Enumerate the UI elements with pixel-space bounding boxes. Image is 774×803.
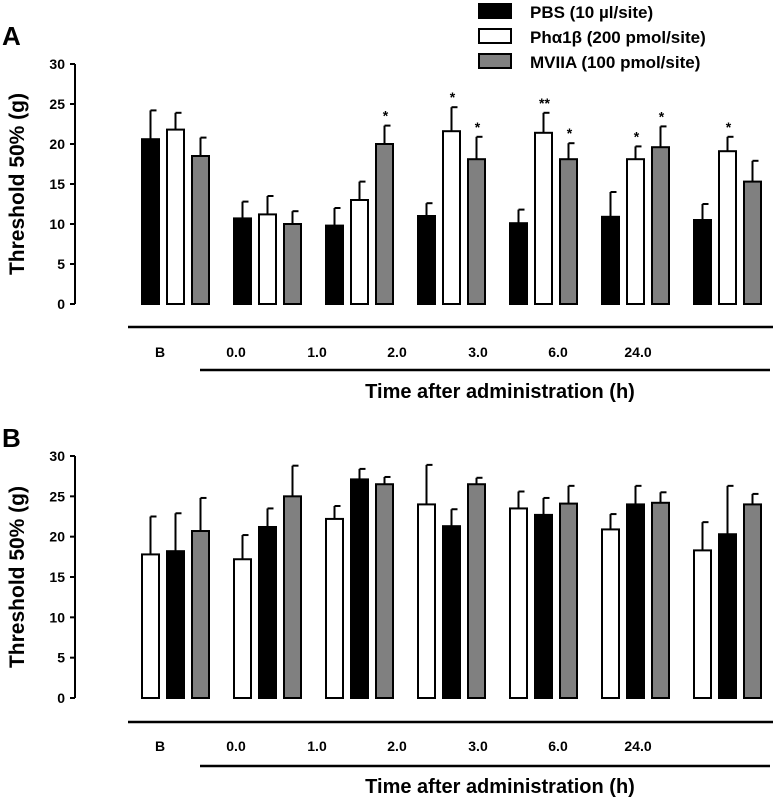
- y-tick-label: 30: [49, 56, 65, 72]
- x-axis-label: Time after administration (h): [365, 381, 635, 403]
- bar: [534, 513, 553, 699]
- legend-swatch: [478, 28, 512, 44]
- x-tick-label: 1.0: [307, 344, 327, 360]
- bar: [601, 528, 620, 700]
- x-tick-label: 24.0: [624, 344, 651, 360]
- y-tick-label: 20: [49, 529, 65, 545]
- panel-label: A: [2, 21, 21, 51]
- x-tick-label: 2.0: [387, 344, 407, 360]
- bar: [233, 558, 252, 700]
- legend-label: Phα1β (200 pmol/site): [530, 28, 706, 47]
- bar: [375, 143, 394, 305]
- panel-label: B: [2, 423, 21, 453]
- bar: [191, 530, 210, 700]
- bar: [417, 503, 436, 699]
- x-tick-label: 0.0: [226, 738, 246, 754]
- significance-mark: *: [659, 108, 665, 124]
- x-tick-label: 6.0: [548, 738, 568, 754]
- significance-mark: *: [567, 125, 573, 141]
- legend: PBS (10 µl/site) Phα1β (200 pmol/site) MVI…: [478, 3, 706, 72]
- bar: [651, 501, 670, 699]
- bar: [718, 150, 737, 305]
- bar: [442, 525, 461, 699]
- y-tick-label: 15: [49, 569, 65, 585]
- bar: [350, 199, 369, 305]
- x-axis-label: Time after administration (h): [365, 776, 635, 798]
- y-tick-label: 0: [57, 296, 65, 312]
- bar: [258, 525, 277, 700]
- significance-mark: **: [539, 95, 550, 111]
- bar: [718, 533, 737, 699]
- bar: [325, 224, 344, 306]
- y-tick-label: 10: [49, 609, 65, 625]
- bar: [467, 483, 486, 699]
- y-tick-label: 30: [49, 448, 65, 464]
- bar: [693, 219, 712, 305]
- legend-label: MVIIA (100 pmol/site): [530, 53, 700, 72]
- bar: [191, 155, 210, 305]
- bar: [283, 223, 302, 305]
- y-tick-label: 5: [57, 256, 65, 272]
- bar: [626, 503, 645, 699]
- legend-swatch: [478, 53, 512, 69]
- bar: [442, 130, 461, 305]
- significance-mark: *: [634, 128, 640, 144]
- legend-swatch: [478, 3, 512, 19]
- bar: [233, 217, 252, 305]
- bar: [651, 146, 670, 305]
- significance-mark: *: [475, 119, 481, 135]
- bar: [534, 131, 553, 305]
- bar: [166, 550, 185, 699]
- bar: [350, 478, 369, 700]
- x-tick-label: 3.0: [468, 738, 488, 754]
- bar: [325, 517, 344, 699]
- bar: [375, 483, 394, 699]
- significance-mark: *: [450, 89, 456, 105]
- bar: [559, 502, 578, 699]
- y-axis-label: Threshold 50% (g): [6, 93, 29, 275]
- significance-mark: *: [726, 119, 732, 135]
- bar: [417, 215, 436, 305]
- y-tick-label: 5: [57, 650, 65, 666]
- y-tick-label: 15: [49, 176, 65, 192]
- y-tick-label: 10: [49, 216, 65, 232]
- bar: [743, 180, 762, 306]
- y-tick-label: 20: [49, 136, 65, 152]
- panel-b: B Threshold 50% (g) 0 5 10 15 20 25 30 B 0.0 1.0 2.0…: [2, 423, 773, 798]
- bar: [258, 213, 277, 305]
- legend-label: PBS (10 µl/site): [530, 3, 653, 22]
- x-tick-label: B: [155, 344, 165, 360]
- bar: [601, 215, 620, 305]
- x-tick-label: 0.0: [226, 344, 246, 360]
- x-tick-label: 1.0: [307, 738, 327, 754]
- bar: [559, 158, 578, 305]
- bar: [509, 507, 528, 699]
- bar: [166, 128, 185, 305]
- bar: [141, 138, 160, 305]
- y-tick-label: 0: [57, 690, 65, 706]
- bar: [467, 158, 486, 305]
- bar: [693, 549, 712, 699]
- bar: [743, 503, 762, 699]
- x-tick-label: 6.0: [548, 344, 568, 360]
- bar: [141, 553, 160, 699]
- y-tick-label: 25: [49, 96, 65, 112]
- y-tick-label: 25: [49, 488, 65, 504]
- significance-mark: *: [383, 108, 389, 124]
- x-tick-label: 3.0: [468, 344, 488, 360]
- bar: [283, 495, 302, 700]
- bar: [509, 222, 528, 305]
- x-tick-label: B: [155, 738, 165, 754]
- x-tick-label: 24.0: [624, 738, 651, 754]
- y-axis-label: Threshold 50% (g): [6, 486, 29, 668]
- bar: [626, 158, 645, 305]
- x-tick-label: 2.0: [387, 738, 407, 754]
